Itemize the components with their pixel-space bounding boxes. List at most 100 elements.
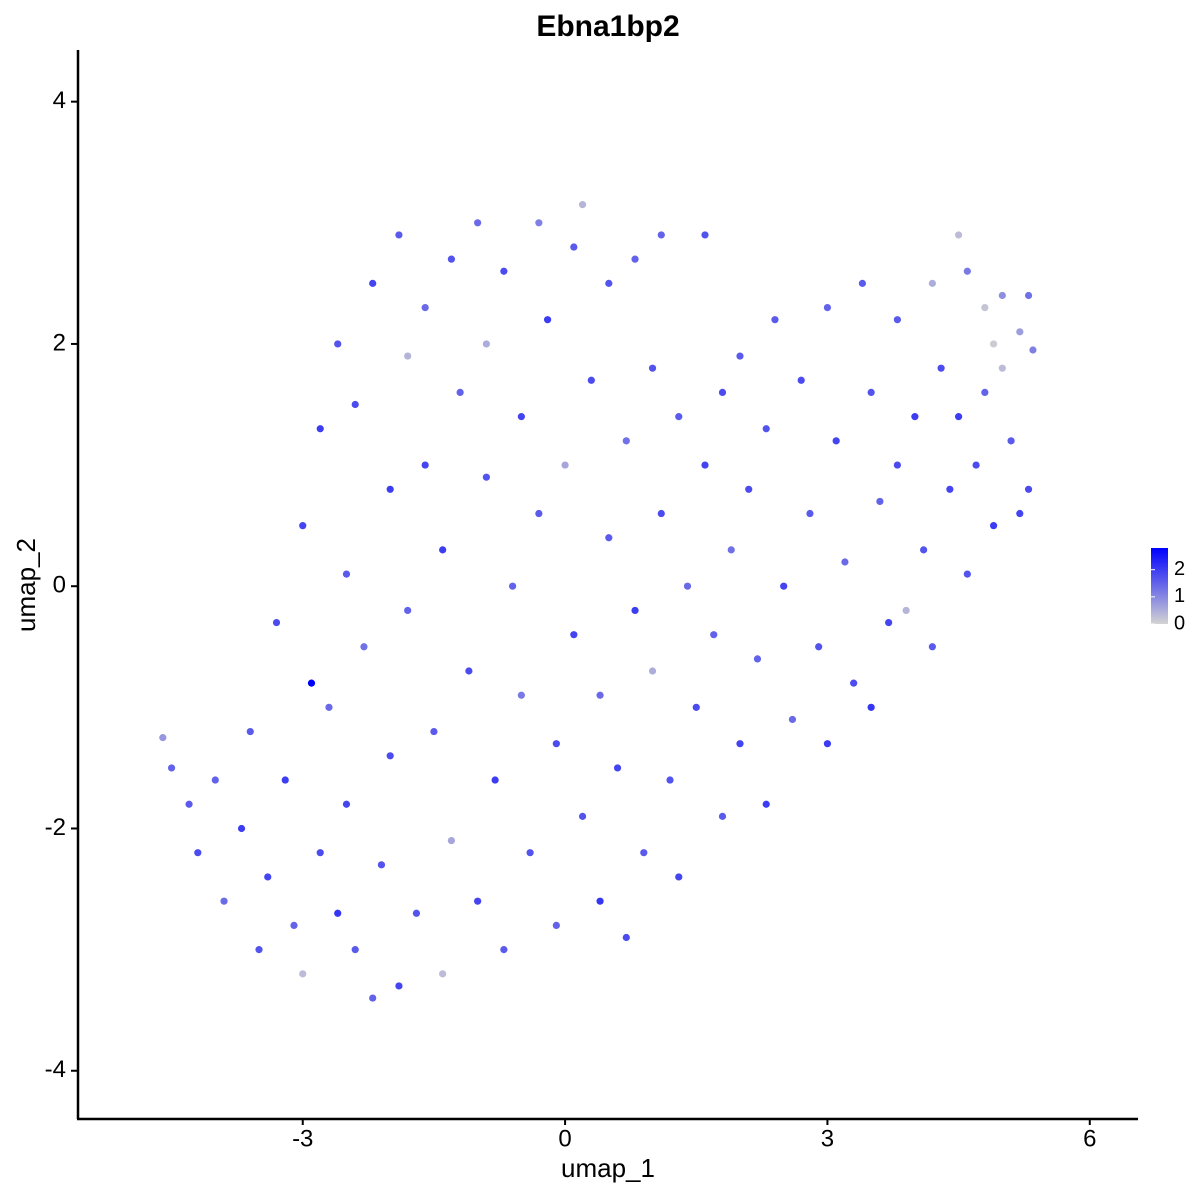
cell-point: [552, 921, 560, 929]
cell-point: [788, 715, 797, 724]
cell-point: [535, 509, 543, 518]
cell-point: [159, 734, 167, 742]
cell-point: [928, 279, 936, 287]
cell-point: [404, 606, 412, 615]
cell-point: [648, 364, 657, 372]
cell-point: [264, 873, 272, 881]
cell-point: [447, 836, 456, 845]
x-tick-label: -3: [292, 1125, 313, 1152]
cell-point: [412, 909, 421, 917]
cell-point: [509, 582, 517, 590]
y-tick-label: 2: [53, 329, 66, 356]
cell-point: [815, 643, 823, 651]
cell-point: [185, 800, 193, 808]
cell-point: [552, 740, 560, 748]
cell-point: [334, 340, 342, 348]
cell-point: [876, 497, 884, 506]
cell-point: [622, 437, 630, 445]
cell-point: [762, 800, 770, 808]
cell-point: [718, 812, 727, 820]
cell-point: [1016, 509, 1024, 518]
cell-point: [867, 388, 875, 396]
cell-point: [491, 776, 499, 784]
cell-point: [587, 376, 595, 384]
cell-point: [823, 740, 832, 748]
cell-point: [1024, 485, 1033, 493]
cell-point: [421, 461, 429, 469]
cell-point: [299, 522, 307, 530]
cell-point: [666, 776, 674, 784]
cell-point: [780, 582, 788, 590]
cell-point: [806, 509, 814, 518]
cell-point: [745, 485, 753, 493]
cell-point: [578, 812, 587, 820]
cell-point: [850, 679, 858, 687]
cell-point: [753, 655, 762, 663]
cell-point: [517, 413, 525, 421]
cell-point: [404, 352, 412, 360]
cell-point: [316, 849, 324, 857]
cell-point: [771, 316, 779, 324]
cell-point: [1007, 437, 1015, 445]
cell-point: [299, 970, 307, 978]
cell-point: [596, 897, 604, 905]
cell-point: [605, 534, 613, 542]
x-axis-label: umap_1: [561, 1153, 655, 1183]
cell-point: [648, 667, 657, 675]
cell-point: [736, 352, 744, 360]
cell-point: [167, 764, 176, 772]
cell-point: [701, 461, 709, 469]
y-tick-label: 0: [53, 572, 66, 599]
cell-point: [211, 776, 219, 784]
colorbar-tick-label: 1: [1174, 585, 1185, 607]
cell-point: [474, 897, 482, 905]
colorbar: [1151, 548, 1168, 624]
cell-point: [692, 703, 700, 711]
cell-point: [710, 631, 718, 639]
cell-point: [946, 485, 954, 493]
cell-point: [570, 243, 578, 251]
cell-point: [998, 364, 1006, 372]
cell-point: [928, 643, 936, 651]
cell-point: [762, 425, 770, 433]
cell-point: [736, 740, 744, 748]
cell-point: [578, 201, 587, 209]
cell-point: [867, 703, 875, 711]
cell-point: [596, 691, 604, 699]
cell-point: [334, 909, 342, 917]
cell-point: [622, 933, 630, 942]
cell-point: [255, 946, 263, 954]
cell-point: [657, 509, 665, 518]
cell-point: [351, 400, 359, 409]
cell-point: [395, 231, 403, 239]
cell-point: [902, 606, 910, 615]
cell-point: [395, 982, 403, 990]
cell-point: [605, 279, 613, 287]
y-tick-label: -2: [45, 814, 66, 841]
cell-point: [832, 437, 840, 445]
cell-point: [500, 946, 508, 954]
cell-point: [963, 267, 971, 275]
cell-point: [430, 727, 438, 736]
chart-title: Ebna1bp2: [536, 10, 679, 43]
cell-point: [989, 340, 998, 348]
cell-point: [701, 231, 709, 239]
cell-point: [937, 364, 945, 372]
cell-point: [526, 849, 534, 857]
cell-point: [823, 303, 832, 312]
cell-point: [421, 303, 429, 312]
cell-point: [963, 570, 971, 578]
cell-point: [955, 413, 963, 421]
cell-point: [1016, 328, 1024, 336]
colorbar-tick-label: 2: [1174, 558, 1185, 580]
cell-point: [561, 461, 569, 469]
cell-point: [351, 946, 359, 954]
cell-point: [194, 849, 202, 857]
cell-point: [369, 994, 377, 1002]
y-axis-label: umap_2: [11, 538, 41, 632]
cell-point: [325, 703, 333, 711]
cell-point: [981, 303, 989, 312]
cell-point: [998, 291, 1006, 300]
cell-point: [386, 485, 394, 493]
